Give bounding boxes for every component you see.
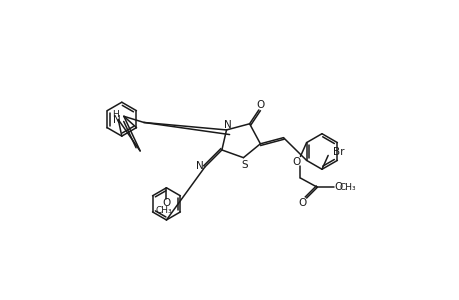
Text: N: N (196, 161, 204, 171)
Text: S: S (241, 160, 248, 170)
Text: O: O (256, 100, 264, 110)
Text: CH₃: CH₃ (155, 206, 171, 214)
Text: O: O (334, 182, 342, 192)
Text: O: O (292, 157, 300, 167)
Text: O: O (162, 198, 170, 208)
Text: H: H (112, 110, 119, 118)
Text: O: O (298, 198, 306, 208)
Text: N: N (112, 115, 120, 124)
Text: CH₃: CH₃ (339, 183, 356, 192)
Text: N: N (224, 119, 231, 130)
Text: Br: Br (332, 147, 343, 157)
